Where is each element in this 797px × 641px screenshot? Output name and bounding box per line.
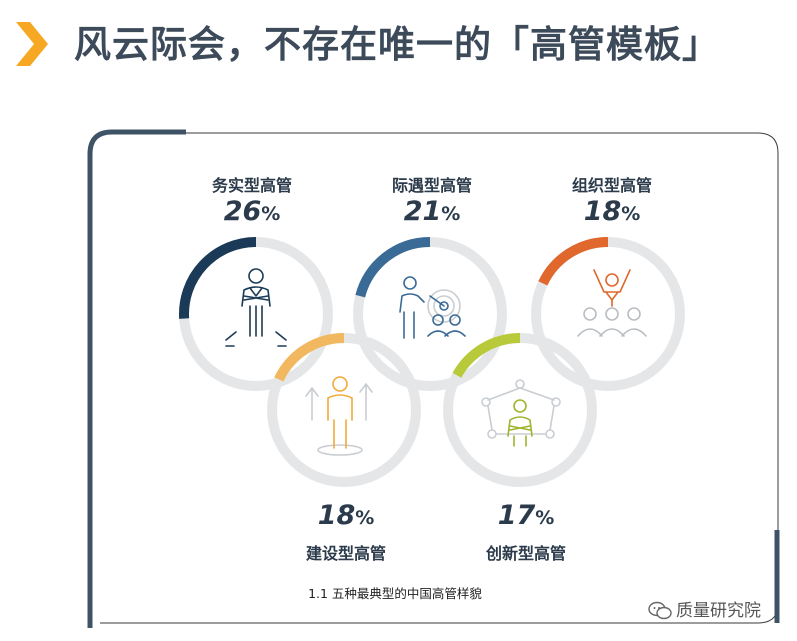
value-builder-number: 18: [317, 500, 356, 531]
header: 风云际会，不存在唯一的「高管模板」: [0, 0, 797, 80]
ring-arc-opportunity: [355, 237, 431, 298]
value-organizational: 18%: [552, 196, 672, 227]
label-opportunity: 际遇型高管: [391, 176, 472, 195]
ring-arc-innovative: [452, 333, 521, 378]
value-innovative-number: 17: [497, 500, 536, 531]
ring-arc-builder: [274, 333, 345, 382]
wechat-icon: [648, 601, 672, 620]
percent-unit: %: [261, 203, 281, 225]
standing-executive-icon: [225, 268, 287, 347]
growth-person-icon: [305, 376, 373, 456]
label-innovative: 创新型高管: [485, 544, 566, 563]
label-organizational: 组织型高管: [571, 176, 652, 195]
value-opportunity: 21%: [372, 196, 492, 227]
frame-left-accent: [87, 129, 186, 628]
percent-unit: %: [441, 203, 461, 225]
value-pragmatic-number: 26: [223, 196, 262, 227]
value-builder: 18%: [286, 500, 406, 531]
label-builder: 建设型高管: [305, 544, 386, 563]
value-innovative: 17%: [466, 500, 586, 531]
value-organizational-number: 18: [583, 196, 622, 227]
cheering-team-icon: [577, 269, 647, 337]
figure-caption: 1.1 五种最典型的中国高管样貌: [308, 586, 482, 601]
value-opportunity-number: 21: [403, 196, 442, 227]
percent-unit: %: [535, 507, 555, 529]
label-pragmatic: 务实型高管: [211, 176, 292, 195]
value-pragmatic: 26%: [192, 196, 312, 227]
percent-unit: %: [355, 507, 375, 529]
chevron-right-icon: [16, 22, 48, 66]
frame-border: [100, 132, 779, 624]
watermark-text: 质量研究院: [676, 601, 761, 621]
percent-unit: %: [621, 203, 641, 225]
page-title: 风云际会，不存在唯一的「高管模板」: [74, 23, 720, 66]
ring-arc-pragmatic: [179, 237, 257, 319]
presenter-target-icon: [399, 276, 466, 339]
network-person-icon: [481, 379, 561, 447]
ring-arc-organizational: [538, 237, 609, 286]
watermark: 质量研究院: [648, 596, 761, 621]
